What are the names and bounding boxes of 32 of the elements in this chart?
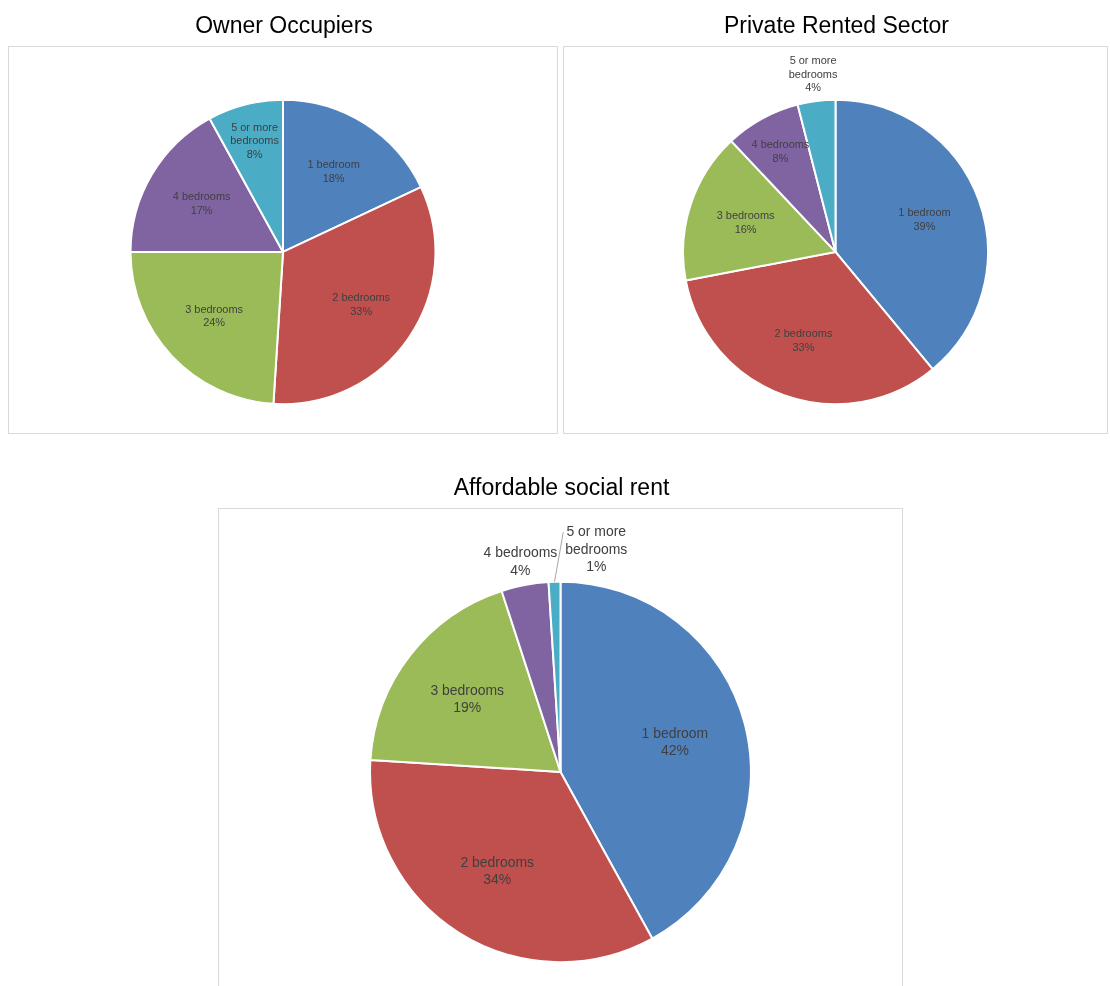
slice-label: 5 or more bedrooms [788, 53, 838, 80]
chart-title: Affordable social rent [452, 474, 671, 501]
data-label: 8% [772, 151, 789, 164]
slice-label: 2 bedrooms [460, 853, 535, 870]
slice-label: 3 bedrooms [430, 681, 505, 698]
data-label: 33% [350, 304, 373, 317]
data-label: 42% [660, 742, 689, 759]
slice-label: 2 bedrooms [332, 291, 391, 304]
slice-label: 3 bedrooms [185, 302, 244, 315]
slice-label: 5 or more bedrooms [565, 523, 628, 557]
data-label: 33% [792, 340, 815, 353]
data-label: 34% [483, 871, 512, 888]
slice-label: 4 bedrooms [483, 544, 558, 561]
data-label: 1% [586, 557, 607, 574]
chart-title: Private Rented Sector [723, 12, 950, 39]
data-label: 16% [734, 222, 757, 235]
slice-label: 5 or more bedrooms [230, 120, 280, 147]
data-label: 8% [246, 148, 263, 161]
data-label: 4% [510, 561, 531, 578]
data-label: 18% [322, 172, 345, 185]
chart-title: Owner Occupiers [194, 12, 374, 39]
slice-label: 1 bedroom [641, 724, 709, 741]
slice-label: 1 bedroom [307, 158, 360, 171]
data-label: 39% [913, 219, 936, 232]
slice-label: 2 bedrooms [774, 326, 833, 339]
slice-label: 4 bedrooms [172, 190, 232, 203]
data-label: 17% [190, 203, 213, 216]
data-label: 19% [453, 699, 482, 716]
data-label: 4% [805, 81, 822, 94]
slice-label: 3 bedrooms [716, 208, 776, 221]
data-label: 24% [203, 316, 226, 329]
slice-label: 1 bedroom [898, 206, 951, 219]
